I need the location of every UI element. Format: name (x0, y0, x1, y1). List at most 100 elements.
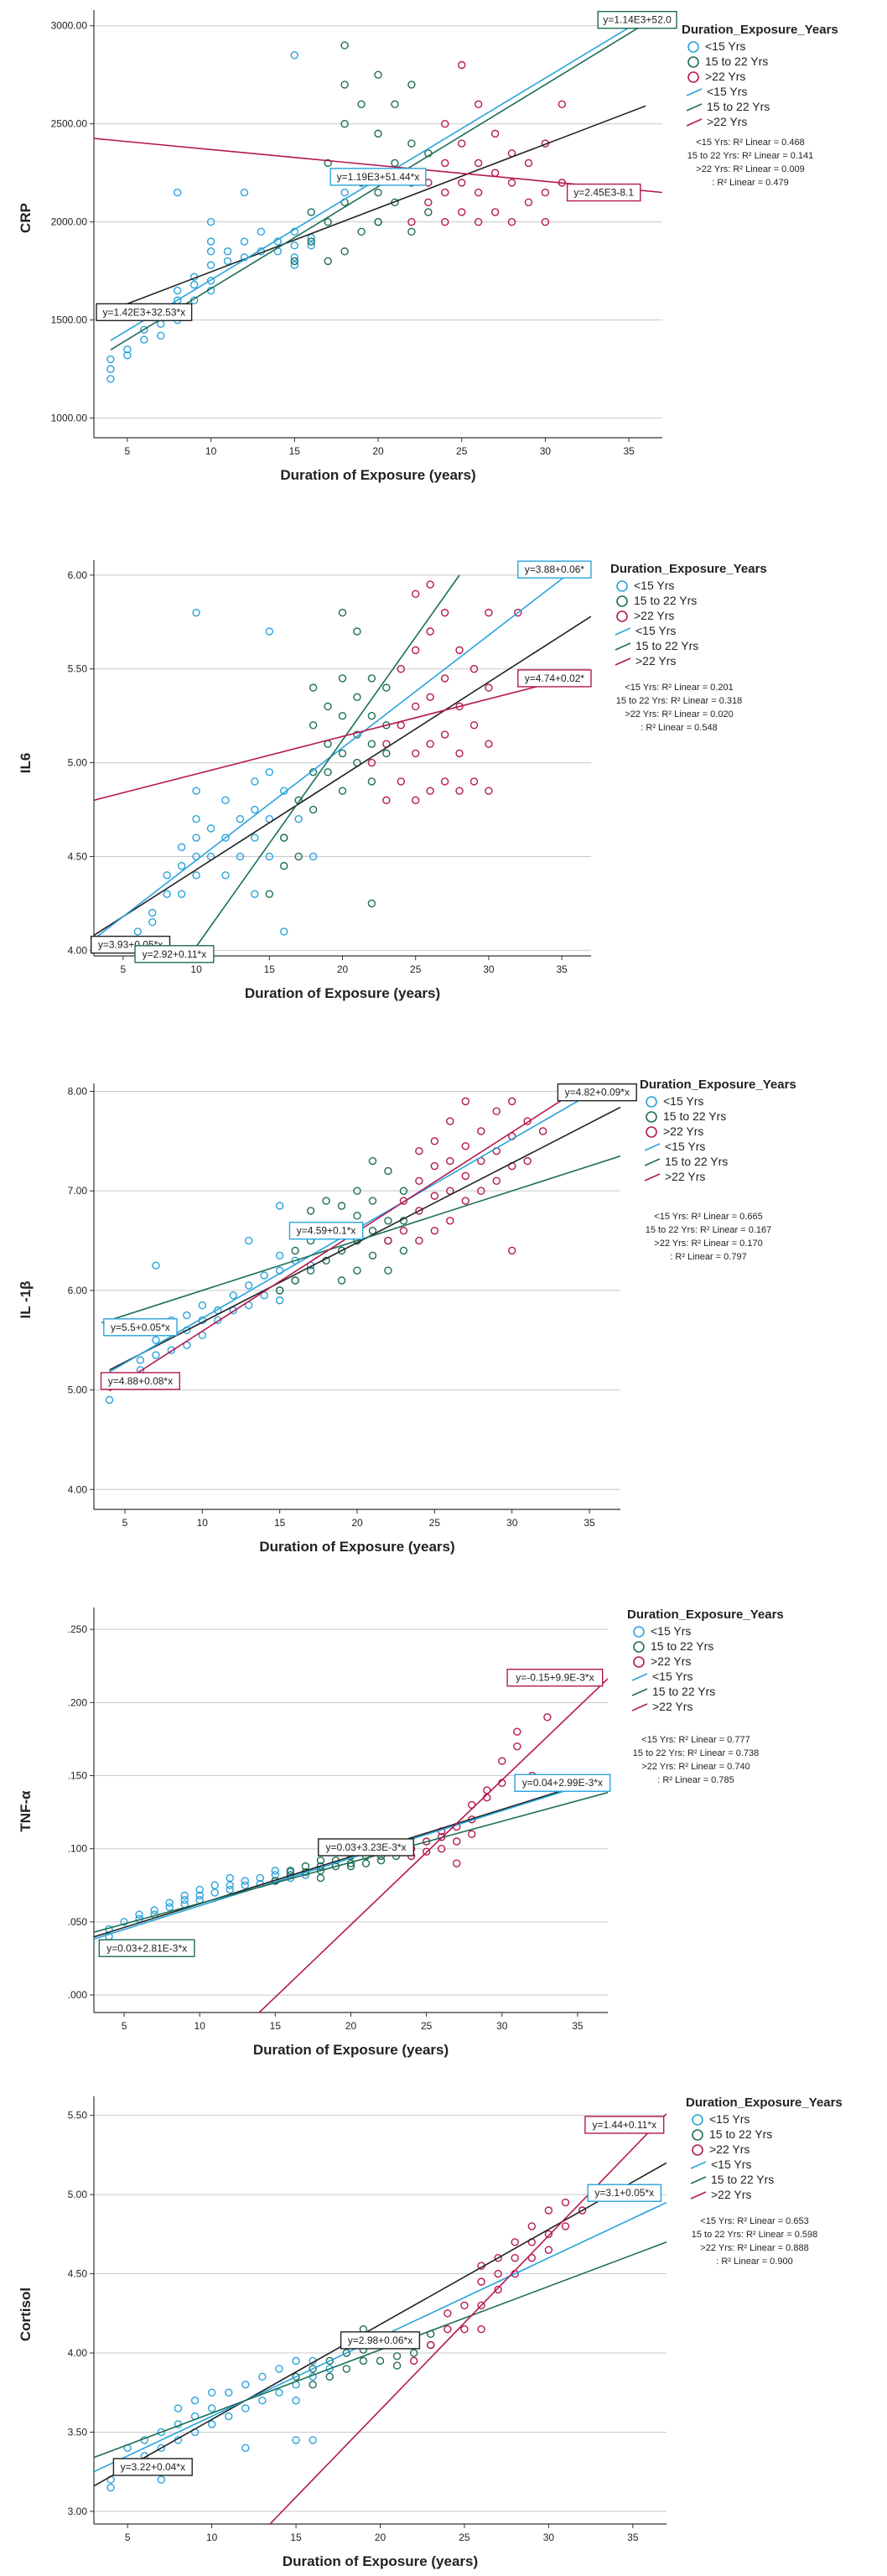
legend-line-gt22 (644, 1173, 661, 1182)
x-tick-label: 35 (623, 445, 635, 457)
x-axis-title: Duration of Exposure (years) (259, 1539, 454, 1555)
data-point-gt22 (430, 1137, 439, 1145)
data-point-lt15 (207, 2420, 216, 2428)
data-point-lt15 (221, 796, 230, 805)
r-squared-label: 15 to 22 Yrs: R² Linear = 0.141 (687, 151, 814, 161)
equation-label-box (329, 168, 427, 186)
data-point-gt22 (397, 777, 405, 786)
data-point-mid (316, 1856, 325, 1865)
r-squared-label: >22 Yrs: R² Linear = 0.740 (641, 1762, 750, 1772)
equation-label: y=0.03+2.81E-3*x (106, 1942, 187, 1954)
x-tick-label: 25 (421, 2020, 433, 2032)
data-point-gt22 (474, 217, 483, 226)
equation-label: y=0.03+3.23E-3*x (325, 1841, 406, 1853)
data-point-gt22 (384, 1236, 392, 1245)
data-point-lt15 (221, 834, 230, 842)
data-point-gt22 (440, 674, 449, 683)
data-point-mid (357, 227, 366, 236)
chart-panel: 3.00 3.50 4.00 4.50 5.00 5.50 5 10 15 20 25 30 35 Dur… (18, 2096, 843, 2569)
data-point-gt22 (455, 702, 464, 711)
data-point-gt22 (397, 721, 405, 730)
x-tick-label: 35 (572, 2020, 584, 2032)
data-point-lt15 (236, 852, 245, 861)
data-point-lt15 (148, 918, 157, 927)
data-point-gt22 (430, 1192, 439, 1200)
data-point-lt15 (195, 1891, 204, 1900)
legend-line-lt15 (615, 627, 631, 636)
equation-label-box (517, 560, 592, 579)
data-point-mid (367, 899, 376, 908)
x-tick-label: 10 (195, 2020, 206, 2032)
equation-label: y=1.44+0.11*x (593, 2119, 657, 2131)
data-point-mid (376, 2356, 385, 2366)
legend-marker-mid (692, 2129, 703, 2141)
data-point-gt22 (485, 740, 493, 748)
data-point-gt22 (426, 740, 434, 748)
data-point-gt22 (538, 1127, 547, 1135)
data-point-mid (265, 890, 273, 898)
data-point-lt15 (106, 2483, 115, 2492)
data-point-lt15 (241, 1877, 249, 1885)
data-point-mid (407, 139, 416, 148)
data-point-mid (374, 70, 382, 79)
legend-title: Duration_Exposure_Years (686, 2096, 843, 2110)
r-squared-label: <15 Yrs: R² Linear = 0.777 (641, 1735, 750, 1745)
data-point-mid (340, 247, 349, 256)
legend-marker-gt22 (687, 71, 699, 83)
data-point-lt15 (265, 627, 273, 636)
data-point-gt22 (492, 1176, 501, 1186)
x-tick-label: 30 (496, 2020, 508, 2032)
legend-marker-lt15 (646, 1096, 657, 1108)
x-tick-label: 35 (584, 1517, 595, 1529)
data-point-gt22 (440, 608, 449, 617)
legend-line-gt22 (615, 657, 631, 666)
fit-line-gt22 (94, 138, 662, 194)
legend-marker-lt15 (687, 41, 699, 53)
data-point-gt22 (511, 2238, 519, 2246)
equation-label: y=2.98+0.06*x (348, 2334, 412, 2346)
data-point-lt15 (174, 188, 182, 197)
data-point-mid (340, 119, 349, 128)
data-point-mid (307, 208, 315, 216)
data-point-mid (309, 2381, 317, 2389)
r-squared-label: >22 Yrs: R² Linear = 0.020 (625, 709, 733, 719)
data-point-gt22 (544, 2230, 553, 2239)
data-point-mid (338, 711, 347, 720)
legend-label: 15 to 22 Yrs (707, 100, 770, 113)
data-point-mid (409, 2349, 418, 2357)
data-point-mid (322, 1197, 330, 1205)
legend-label: >22 Yrs (652, 1700, 692, 1713)
data-point-mid (325, 2372, 334, 2381)
data-point-gt22 (412, 749, 420, 758)
data-point-lt15 (241, 2381, 250, 2389)
data-point-mid (382, 683, 391, 692)
data-point-mid (280, 861, 288, 870)
data-point-lt15 (290, 253, 298, 262)
equation-label: y=1.42E3+32.53*x (102, 306, 185, 318)
data-point-lt15 (180, 1896, 189, 1904)
data-point-mid (338, 787, 347, 795)
data-point-mid (316, 1873, 325, 1883)
data-point-lt15 (241, 1881, 249, 1889)
data-point-lt15 (206, 261, 215, 269)
legend-label: <15 Yrs (635, 624, 676, 637)
r-squared-label: 15 to 22 Yrs: R² Linear = 0.318 (616, 696, 743, 706)
x-tick-label: 10 (205, 445, 217, 457)
data-point-lt15 (206, 277, 215, 285)
r-squared-label: <15 Yrs: R² Linear = 0.201 (625, 683, 733, 693)
data-point-lt15 (225, 2412, 233, 2421)
data-point-mid (338, 608, 347, 617)
data-point-gt22 (527, 2253, 536, 2262)
data-point-gt22 (458, 208, 466, 216)
data-point-mid (337, 1276, 346, 1285)
data-point-lt15 (325, 2365, 334, 2373)
x-tick-label: 15 (290, 2532, 302, 2543)
equation-label-box (514, 1774, 611, 1792)
y-tick-label: 1500.00 (51, 314, 88, 326)
data-point-gt22 (415, 1147, 423, 1156)
data-point-lt15 (148, 908, 157, 917)
data-point-lt15 (140, 335, 148, 344)
data-point-lt15 (226, 1881, 234, 1889)
data-point-gt22 (494, 2253, 502, 2262)
legend-label: <15 Yrs (705, 39, 745, 53)
